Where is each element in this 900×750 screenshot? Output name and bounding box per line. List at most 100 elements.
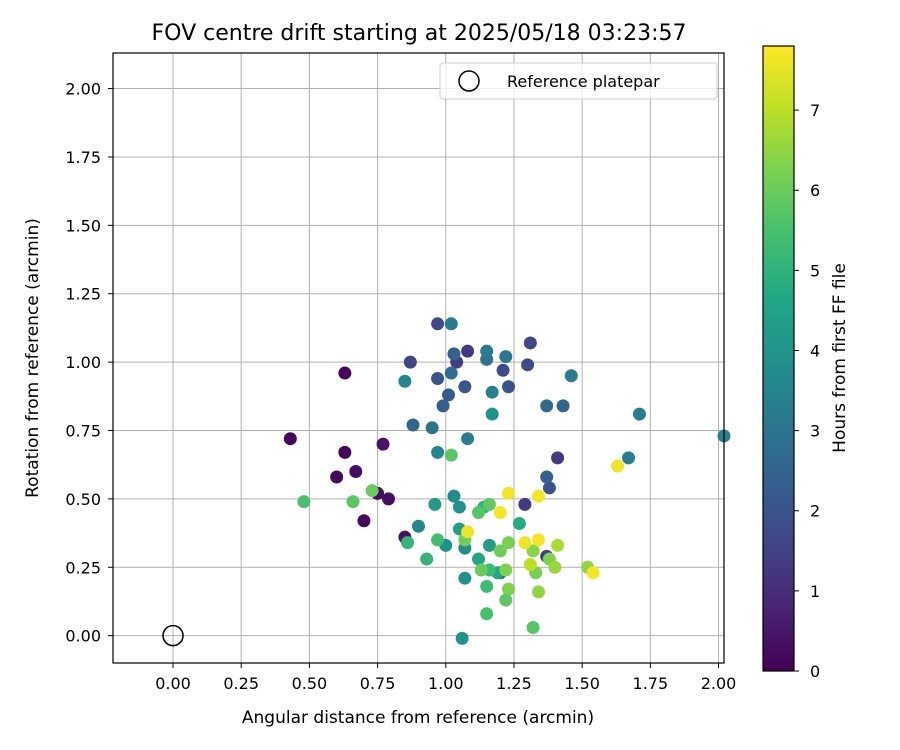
- scatter-point: [485, 407, 499, 421]
- y-tick-label: 1.50: [65, 216, 101, 235]
- scatter-point: [420, 552, 434, 566]
- scatter-point: [472, 552, 486, 566]
- x-tick-label: 1.75: [633, 674, 669, 693]
- scatter-point: [474, 563, 488, 577]
- scatter-point: [518, 497, 532, 511]
- scatter-point: [523, 558, 537, 572]
- scatter-point: [455, 631, 469, 645]
- scatter-point: [564, 369, 578, 383]
- scatter-point: [458, 571, 472, 585]
- scatter-point: [447, 347, 461, 361]
- chart-title: FOV centre drift starting at 2025/05/18 …: [152, 21, 687, 46]
- scatter-point: [412, 519, 425, 533]
- scatter-point: [330, 470, 344, 484]
- y-tick-label: 1.75: [65, 148, 101, 167]
- colorbar-ticks: 0 1 2 3 4 5 6 7: [794, 101, 820, 681]
- scatter-point: [472, 506, 486, 520]
- scatter-point: [444, 366, 458, 380]
- y-tick-label: 0.00: [65, 627, 101, 646]
- reference-platepar-marker: [162, 624, 184, 647]
- x-tick-label: 1.50: [564, 674, 600, 693]
- scatter-point: [493, 544, 507, 558]
- y-tick-label: 0.75: [65, 421, 101, 440]
- colorbar-tick-label: 6: [810, 181, 820, 200]
- scatter-point: [365, 484, 379, 498]
- legend: Reference platepar: [439, 62, 718, 100]
- x-tick-label: 0.25: [223, 674, 259, 693]
- scatter-point: [482, 538, 496, 552]
- scatter-point: [502, 536, 516, 550]
- scatter-point: [499, 563, 513, 577]
- scatter-point: [540, 470, 554, 484]
- scatter-point: [523, 336, 537, 350]
- scatter-point: [376, 437, 390, 451]
- scatter-point: [480, 607, 494, 621]
- scatter-point: [521, 358, 535, 372]
- scatter-point: [482, 497, 496, 511]
- colorbar-gradient: [762, 45, 795, 672]
- x-axis-ticks: 0.00 0.25 0.50 0.75 1.00 1.25 1.50 1.75 2.00: [155, 663, 736, 693]
- y-tick-label: 1.00: [65, 353, 101, 372]
- scatter-point: [556, 399, 570, 413]
- scatter-point: [406, 418, 420, 432]
- scatter-point: [496, 363, 510, 377]
- scatter-point: [346, 495, 360, 509]
- scatter-point: [480, 344, 494, 358]
- scatter-point: [425, 421, 439, 435]
- scatter-point: [431, 372, 445, 386]
- scatter-point: [540, 399, 554, 413]
- colorbar-tick-label: 2: [810, 502, 820, 521]
- scatter-point: [431, 445, 445, 459]
- colorbar-tick-label: 0: [810, 662, 820, 681]
- scatter-point: [338, 445, 352, 459]
- scatter-point: [444, 448, 458, 462]
- scatter-point: [632, 407, 646, 421]
- colorbar-label: Hours from first FF file: [830, 263, 850, 453]
- legend-label: Reference platepar: [507, 72, 660, 91]
- colorbar-tick-label: 4: [810, 341, 820, 360]
- scatter-point: [502, 486, 516, 500]
- scatter-point: [480, 579, 494, 593]
- y-axis-label: Rotation from reference (arcmin): [23, 218, 43, 498]
- legend-box: [439, 62, 718, 100]
- scatter-point: [622, 451, 636, 465]
- scatter-point: [338, 366, 352, 380]
- grid-lines: [113, 53, 724, 663]
- scatter-point: [447, 489, 461, 503]
- scatter-point: [461, 432, 475, 446]
- scatter-point: [502, 582, 516, 596]
- scatter-point: [431, 317, 445, 331]
- scatter-point: [297, 495, 311, 509]
- scatter-point: [532, 533, 546, 547]
- scatter-point: [436, 399, 450, 413]
- scatter-point: [512, 516, 526, 530]
- scatter-point: [452, 500, 466, 514]
- x-tick-label: 1.25: [496, 674, 532, 693]
- scatter-point: [548, 560, 562, 574]
- x-axis-label: Angular distance from reference (arcmin): [242, 708, 594, 728]
- x-tick-label: 0.50: [292, 674, 328, 693]
- colorbar-tick-label: 7: [810, 101, 820, 120]
- scatter-point: [461, 525, 475, 539]
- scatter-point: [458, 380, 472, 394]
- scatter-point: [398, 374, 412, 388]
- scatter-point: [526, 544, 540, 558]
- scatter-point: [502, 380, 516, 394]
- y-tick-label: 2.00: [65, 80, 101, 99]
- scatter-points: [283, 317, 731, 645]
- scatter-point: [499, 593, 513, 607]
- plot-frame: [112, 52, 725, 664]
- y-tick-label: 0.25: [65, 558, 101, 577]
- scatter-point: [283, 432, 297, 446]
- y-tick-label: 1.25: [65, 285, 101, 304]
- y-axis-ticks: 0.00 0.25 0.50 0.75 1.00 1.25 1.50 1.75 2.00: [65, 80, 113, 646]
- scatter-point: [442, 388, 456, 402]
- scatter-point: [499, 350, 513, 364]
- colorbar-tick-label: 3: [810, 422, 820, 441]
- x-tick-label: 2.00: [701, 674, 737, 693]
- colorbar-tick-label: 1: [810, 582, 820, 601]
- scatter-point: [493, 506, 507, 520]
- scatter-point: [532, 489, 546, 503]
- y-tick-label: 0.50: [65, 490, 101, 509]
